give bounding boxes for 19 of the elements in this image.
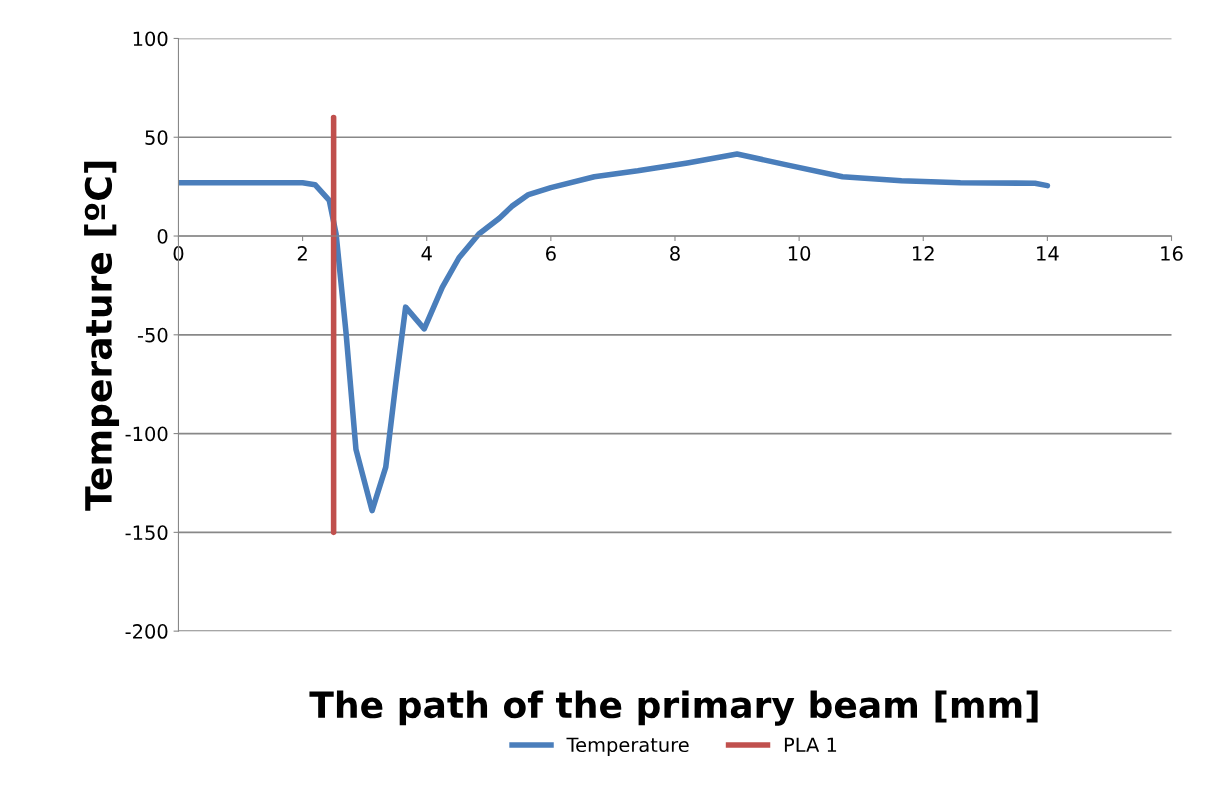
y-axis-title: Temperature [ºC] — [84, 161, 120, 511]
x-tick-label: 14 — [1037, 246, 1059, 261]
y-tick-label: -50 — [137, 327, 168, 343]
legend-label: Temperature — [566, 737, 689, 756]
x-tick-label: 6 — [546, 246, 556, 261]
x-tick-label: 16 — [1161, 246, 1183, 261]
y-tick-label: 50 — [145, 130, 168, 145]
y-tick-label: -150 — [125, 525, 168, 541]
x-tick-label: 2 — [297, 246, 307, 261]
y-tick-label: -100 — [125, 426, 168, 442]
x-tick-label: 4 — [421, 246, 432, 261]
legend-label: PLA 1 — [784, 737, 837, 752]
x-tick-label: 8 — [670, 246, 680, 261]
x-tick-label: 10 — [788, 246, 811, 261]
y-tick-label: 100 — [133, 31, 168, 47]
x-tick-label: 12 — [913, 246, 934, 261]
x-axis-title: The path of the primary beam [mm] — [309, 690, 1038, 726]
y-tick-label: 0 — [157, 228, 168, 244]
y-tick-label: -200 — [125, 624, 168, 639]
